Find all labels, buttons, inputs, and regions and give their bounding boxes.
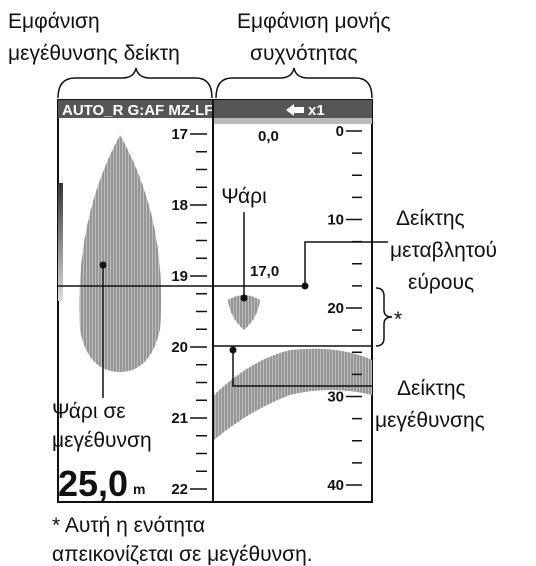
scale-label: 22 [171,481,188,498]
leader-dot [230,347,237,354]
scale-label: 20 [327,300,344,317]
header-strip [214,118,372,124]
callout: Ψάρι σε [52,400,126,423]
leader-dot [302,283,309,290]
scale-label: 17 [171,126,188,143]
brace [376,288,392,346]
callout: εύρους [408,271,474,294]
readout: 0,0 [258,128,279,145]
leader-dot [100,262,107,269]
scale-label: 19 [171,268,188,285]
callout: Ψάρι [221,185,267,208]
callout: Δείκτης [396,207,465,230]
brace [216,68,372,98]
callout: μεταβλητού [390,239,497,262]
scale-label: 30 [327,389,344,406]
readout: 17,0 [250,263,279,280]
view-label: Εμφάνιση [8,10,100,33]
scale-label: 20 [171,339,188,356]
scale-label: 10 [327,212,344,229]
scale-label: 0 [336,123,344,140]
callout: μεγέθυνσης [375,409,485,432]
brace [58,68,212,98]
footnote: * Αυτή η ενότητα [52,514,205,537]
range-readout: 25,0 [58,463,128,504]
scale-label: 18 [171,197,188,214]
view-label: Εμφάνιση μονής [237,10,391,33]
callout: Δείκτης [397,377,466,400]
scale-label: 40 [327,477,344,494]
callout: μεγέθυνση [52,429,152,452]
sonar-diagram: Εμφάνιση μεγέθυνσης δείκτη Εμφάνιση μονή… [0,0,536,566]
callout: * [394,308,402,331]
color-bar [58,183,63,301]
zoom-text: x1 [308,102,325,119]
range-unit: m [133,481,145,497]
view-label: συχνότητας [250,42,358,65]
mode-text: AUTO_R G:AF MZ-LF [62,102,213,119]
leader-dot [241,295,248,302]
footnote: απεικονίζεται σε μεγέθυνση. [52,543,313,566]
view-label: μεγέθυνσης δείκτη [8,42,180,65]
scale-label: 21 [171,410,188,427]
